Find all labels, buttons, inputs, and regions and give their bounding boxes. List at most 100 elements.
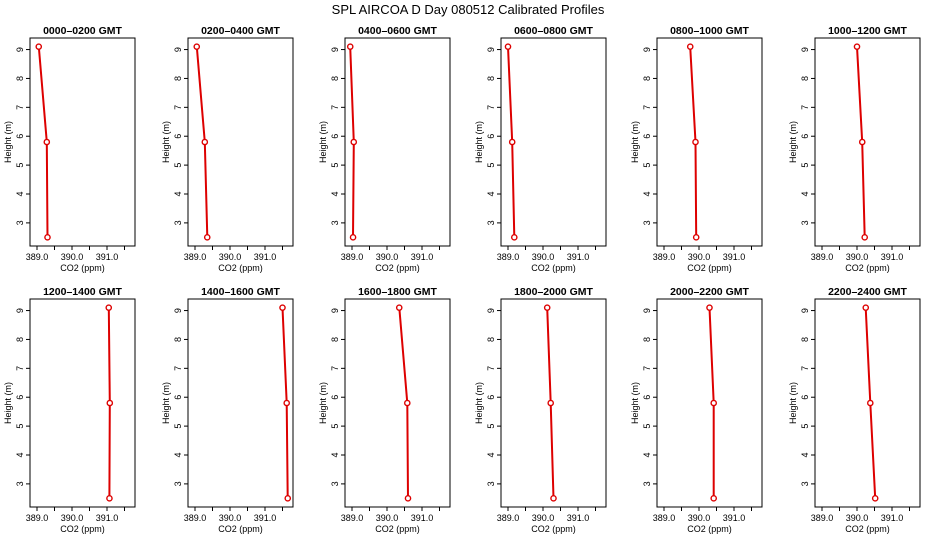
y-tick-label: 5 [642,163,652,168]
x-tick-label: 390.0 [688,513,711,523]
y-axis-label: Height (m) [630,121,640,163]
y-tick-label: 6 [330,134,340,139]
y-tick-label: 3 [330,481,340,486]
data-point [867,399,874,407]
y-tick-label: 3 [486,481,496,486]
data-point [692,234,700,241]
panel-9: 1600–1800 GMT 389.0 390.0 391.0 3 4 5 6 7 8 9 CO2 (… [318,286,451,534]
y-tick-label: 5 [330,424,340,429]
y-tick-label: 9 [15,47,25,52]
plot-frame [29,298,136,508]
plot-frame [814,298,921,508]
x-tick-label: 391.0 [254,252,277,262]
x-tick-label: 391.0 [881,513,904,523]
plot-frame [500,37,607,247]
plot-frame [656,298,763,508]
panel-6: 1000–1200 GMT 389.0 390.0 391.0 3 4 5 6 7 8 9 CO2 (… [788,25,921,273]
data-point [858,138,866,146]
y-tick-label: 4 [642,191,652,196]
data-point [403,399,411,407]
x-tick-label: 389.0 [497,513,520,523]
panel-2: 0200–0400 GMT 389.0 390.0 391.0 3 4 5 6 7 8 9 CO2 (… [161,25,294,273]
y-tick-label: 6 [486,134,496,139]
plot-frame [344,37,451,247]
plot-frame [500,298,607,508]
y-tick-label: 8 [800,337,810,342]
y-tick-label: 4 [642,452,652,457]
y-tick-label: 9 [330,308,340,313]
data-point [710,399,718,407]
y-tick-label: 3 [800,220,810,225]
y-tick-label: 7 [486,105,496,110]
x-axis-label: CO2 (ppm) [375,524,420,534]
data-point [710,495,718,502]
y-tick-label: 9 [642,47,652,52]
y-tick-label: 5 [173,163,183,168]
y-tick-label: 3 [800,481,810,486]
y-tick-label: 8 [486,76,496,81]
panel-1: 0000–0200 GMT 389.0 390.0 391.0 3 4 5 6 7 8 9 CO2 (… [3,25,136,273]
y-tick-label: 7 [486,366,496,371]
x-tick-label: 390.0 [846,513,869,523]
data-point [346,43,354,50]
y-axis-label: Height (m) [161,121,171,163]
panel-7: 1200–1400 GMT 389.0 390.0 391.0 3 4 5 6 7 8 9 CO2 (… [3,286,136,534]
panel-title: 1800–2000 GMT [514,286,593,298]
y-tick-label: 5 [486,424,496,429]
y-tick-label: 6 [486,395,496,400]
y-tick-label: 9 [486,47,496,52]
y-tick-label: 4 [15,452,25,457]
data-point [862,304,870,311]
y-axis-label: Height (m) [161,382,171,424]
y-tick-label: 8 [15,337,25,342]
y-tick-label: 9 [173,47,183,52]
y-tick-label: 5 [642,424,652,429]
data-point [504,43,512,50]
y-axis-label: Height (m) [318,121,328,163]
data-point [106,399,114,407]
data-point [35,43,43,50]
x-tick-label: 391.0 [567,252,590,262]
y-axis-label: Height (m) [3,382,13,424]
data-point [105,304,113,311]
data-point [543,304,551,311]
y-tick-label: 6 [15,134,25,139]
x-tick-label: 389.0 [184,252,207,262]
panel-12: 2200–2400 GMT 389.0 390.0 391.0 3 4 5 6 7 8 9 CO2 (… [788,286,921,534]
y-axis-label: Height (m) [474,121,484,163]
data-point [550,495,557,502]
data-point [547,399,555,407]
y-tick-label: 7 [15,105,25,110]
y-tick-label: 6 [173,134,183,139]
x-tick-label: 389.0 [653,513,676,523]
data-point [193,43,201,50]
y-tick-label: 3 [15,481,25,486]
x-tick-label: 389.0 [184,513,207,523]
panel-title: 1000–1200 GMT [828,25,907,37]
figure-title: SPL AIRCOA D Day 080512 Calibrated Profi… [331,2,605,17]
y-tick-label: 3 [173,220,183,225]
y-tick-label: 8 [486,337,496,342]
panel-title: 1200–1400 GMT [43,286,122,298]
y-tick-label: 8 [15,76,25,81]
x-tick-label: 389.0 [811,513,834,523]
x-tick-label: 391.0 [723,513,746,523]
panel-title: 2200–2400 GMT [828,286,907,298]
panel-3: 0400–0600 GMT 389.0 390.0 391.0 3 4 5 6 7 8 9 CO2 (… [318,25,451,273]
x-tick-label: 389.0 [497,252,520,262]
x-tick-label: 390.0 [846,252,869,262]
x-tick-label: 390.0 [219,252,242,262]
data-point [510,234,518,241]
x-tick-label: 389.0 [26,513,49,523]
y-tick-label: 4 [173,452,183,457]
x-axis-label: CO2 (ppm) [845,263,890,273]
y-tick-label: 5 [173,424,183,429]
panel-title: 0000–0200 GMT [43,25,122,37]
y-tick-label: 8 [330,337,340,342]
y-tick-label: 8 [173,337,183,342]
y-tick-label: 7 [330,105,340,110]
data-point [853,43,861,50]
plot-frame [344,298,451,508]
y-tick-label: 6 [800,134,810,139]
y-tick-label: 9 [800,47,810,52]
